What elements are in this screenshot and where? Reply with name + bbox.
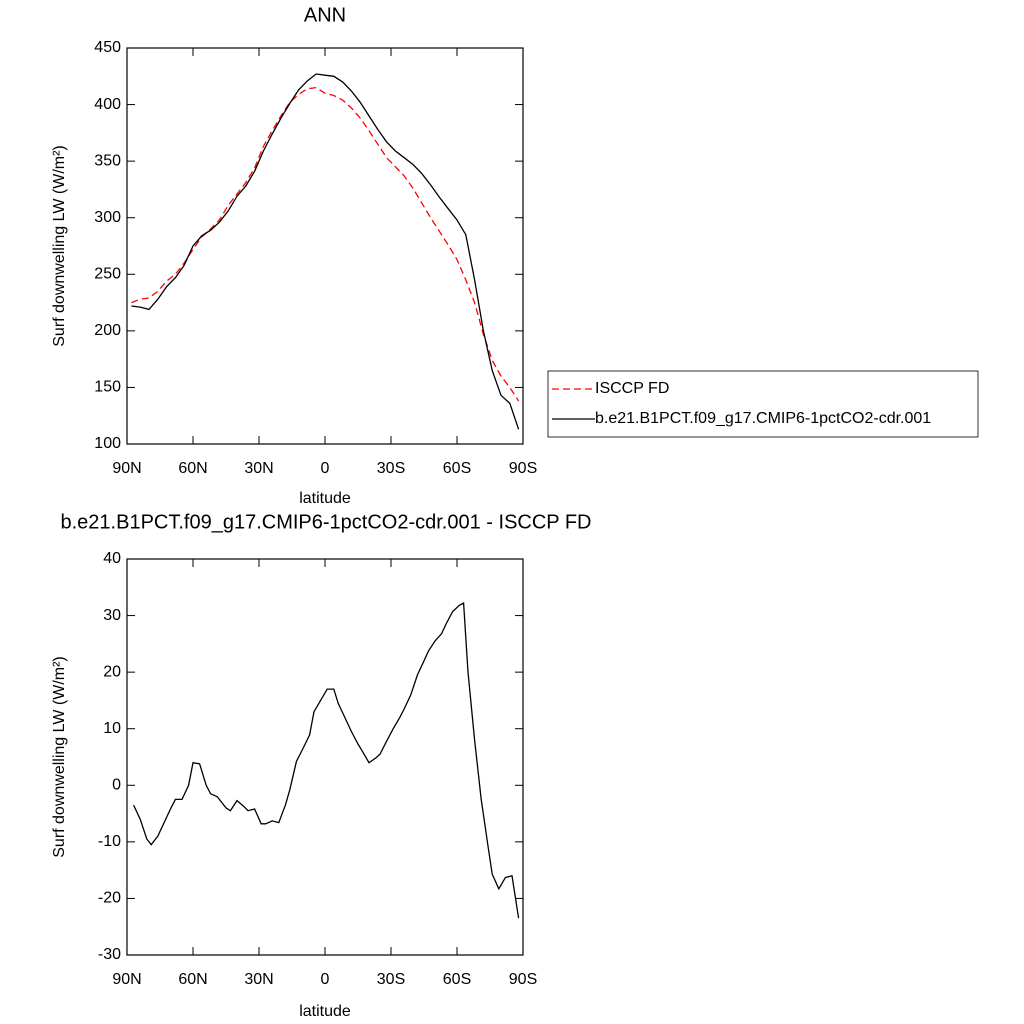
x-tick-label: 30S [377,460,405,477]
y-tick-label: -10 [98,833,121,850]
x-tick-label: 60N [178,971,207,988]
y-tick-label: 20 [103,663,121,680]
y-axis-label: Surf downwelling LW (W/m²) [51,145,68,347]
x-tick-label: 0 [321,460,330,477]
x-tick-label: 60S [443,460,471,477]
y-tick-label: 400 [94,96,121,113]
x-tick-label: 60S [443,971,471,988]
x-tick-label: 90S [509,971,537,988]
y-tick-label: -30 [98,946,121,963]
x-tick-label: 90S [509,460,537,477]
data-line [133,602,520,919]
x-tick-label: 30S [377,971,405,988]
x-tick-label: 90N [112,460,141,477]
x-axis-label: latitude [299,490,351,507]
x-axis-label: latitude [299,1003,351,1020]
y-tick-label: 10 [103,720,121,737]
y-tick-label: 100 [94,435,121,452]
y-tick-label: 40 [103,550,121,567]
legend-label: ISCCP FD [595,380,669,397]
data-line [131,86,520,402]
y-tick-label: 150 [94,379,121,396]
chart-title: b.e21.B1PCT.f09_g17.CMIP6-1pctCO2-cdr.00… [61,511,592,533]
data-line [131,73,520,430]
y-tick-label: 250 [94,266,121,283]
plot-frame [126,558,524,956]
x-tick-label: 90N [112,971,141,988]
plot-frame [126,47,524,445]
y-tick-label: 350 [94,152,121,169]
y-tick-label: 300 [94,209,121,226]
y-tick-label: -20 [98,890,121,907]
legend-label: b.e21.B1PCT.f09_g17.CMIP6-1pctCO2-cdr.00… [595,410,931,427]
chart-title: ANN [304,4,346,26]
x-tick-label: 0 [321,971,330,988]
x-tick-label: 30N [244,460,273,477]
y-tick-label: 0 [112,777,121,794]
x-tick-label: 30N [244,971,273,988]
y-axis-label: Surf downwelling LW (W/m²) [51,656,68,858]
legend-box [547,370,979,438]
y-tick-label: 200 [94,322,121,339]
y-tick-label: 450 [94,39,121,56]
x-tick-label: 60N [178,460,207,477]
y-tick-label: 30 [103,607,121,624]
